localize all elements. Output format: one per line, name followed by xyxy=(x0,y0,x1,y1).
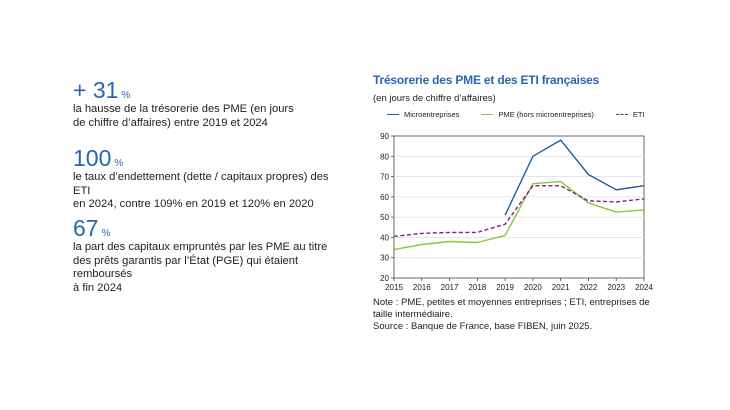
legend-item-micro: Microentreprises xyxy=(387,110,459,119)
stat-block-pge: 67% la part des capitaux empruntés par l… xyxy=(73,216,353,295)
legend-swatch xyxy=(481,114,494,115)
x-tick-label: 2024 xyxy=(635,283,653,292)
line-chart: 20 30 40 50 60 70 80 90 2015 2016 2017 2018 2019 2020… xyxy=(380,132,653,292)
stat-block-debt-ratio: 100% le taux d’endettement (dette / capi… xyxy=(73,146,343,212)
x-tick-label: 2015 xyxy=(385,283,403,292)
legend-swatch xyxy=(615,114,628,115)
legend-swatch xyxy=(387,114,399,115)
stat-unit: % xyxy=(114,158,124,169)
y-tick-label: 30 xyxy=(380,254,389,263)
y-tick-label: 80 xyxy=(380,152,389,161)
series-line-eti xyxy=(393,185,645,238)
stat-block-treasury: + 31% la hausse de la trésorerie des PME… xyxy=(73,78,323,130)
x-tick-label: 2023 xyxy=(607,283,625,292)
plot-frame xyxy=(393,135,645,279)
x-tick-label: 2020 xyxy=(524,283,542,292)
x-tick-label: 2017 xyxy=(441,283,459,292)
stat-value: + 31 xyxy=(73,77,119,103)
stat-description: la part des capitaux empruntés par les P… xyxy=(73,241,328,294)
x-tick-label: 2022 xyxy=(580,283,598,292)
legend-item-eti: ETI xyxy=(615,110,645,119)
y-tick-label: 60 xyxy=(380,193,389,202)
stat-value: 100 xyxy=(73,145,112,171)
x-tick-label: 2021 xyxy=(552,283,570,292)
chart-note: Note : PME, petites et moyennes entrepri… xyxy=(373,297,650,332)
y-tick-label: 20 xyxy=(380,274,389,283)
legend-item-pme: PME (hors microentreprises) xyxy=(481,110,594,119)
x-tick-label: 2018 xyxy=(468,283,486,292)
y-tick-label: 50 xyxy=(380,213,389,222)
chart-legend: Microentreprises PME (hors microentrepri… xyxy=(387,110,645,119)
stat-description: le taux d’endettement (dette / capitaux … xyxy=(73,171,329,210)
y-tick-label: 90 xyxy=(380,132,389,141)
series-line-pme xyxy=(393,180,645,251)
series-line-microentreprises xyxy=(504,139,645,216)
stat-unit: % xyxy=(121,90,131,101)
x-tick-label: 2016 xyxy=(413,283,431,292)
y-tick-label: 70 xyxy=(380,173,389,182)
stat-description: la hausse de la trésorerie des PME (en j… xyxy=(73,103,294,129)
chart-subtitle: (en jours de chiffre d’affaires) xyxy=(373,93,496,104)
chart-title: Trésorerie des PME et des ETI françaises xyxy=(373,73,600,87)
y-tick-label: 40 xyxy=(380,233,389,242)
stat-value: 67 xyxy=(73,215,99,241)
x-tick-label: 2019 xyxy=(496,283,514,292)
stat-unit: % xyxy=(101,228,111,239)
